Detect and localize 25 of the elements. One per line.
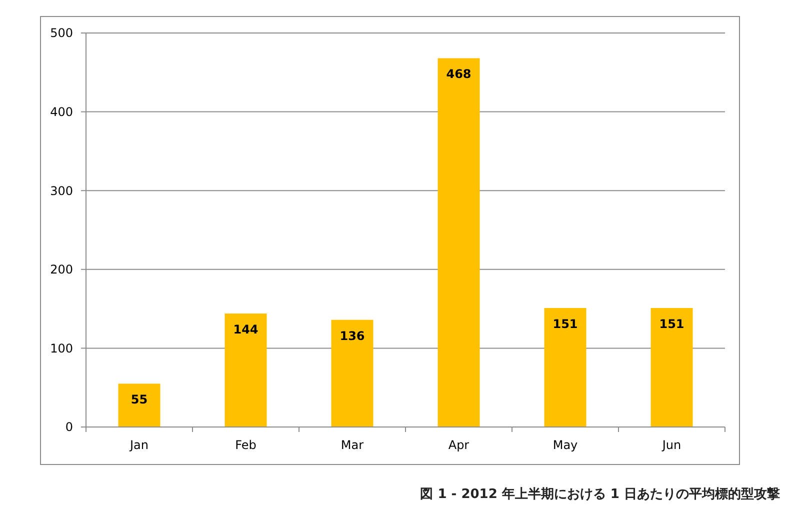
x-tick-label: Feb <box>235 438 256 452</box>
data-label: 151 <box>659 317 684 332</box>
bar <box>438 58 480 427</box>
data-label: 468 <box>446 67 472 82</box>
bar <box>544 308 586 427</box>
y-tick-label: 100 <box>50 341 73 356</box>
y-tick-label: 400 <box>50 105 73 119</box>
bar <box>224 314 267 427</box>
caption: 図 1 - 2012 年上半期における 1 日あたりの平均標的型攻撃 <box>420 486 780 502</box>
x-tick-label: May <box>552 438 578 452</box>
bar <box>650 308 693 427</box>
y-tick-label: 0 <box>65 420 73 434</box>
x-tick-label: Jun <box>661 438 682 452</box>
bar <box>331 320 374 427</box>
bar <box>118 384 160 427</box>
data-label: 151 <box>552 317 578 332</box>
data-label: 136 <box>340 328 365 343</box>
x-tick-label: Apr <box>448 438 470 452</box>
x-tick-label: Mar <box>340 438 364 452</box>
data-label: 55 <box>130 392 148 407</box>
y-tick-label: 300 <box>50 184 73 198</box>
x-tick-label: Jan <box>129 438 148 452</box>
data-label: 144 <box>233 322 258 337</box>
y-tick-label: 200 <box>50 262 73 277</box>
y-tick-label: 500 <box>50 26 73 40</box>
